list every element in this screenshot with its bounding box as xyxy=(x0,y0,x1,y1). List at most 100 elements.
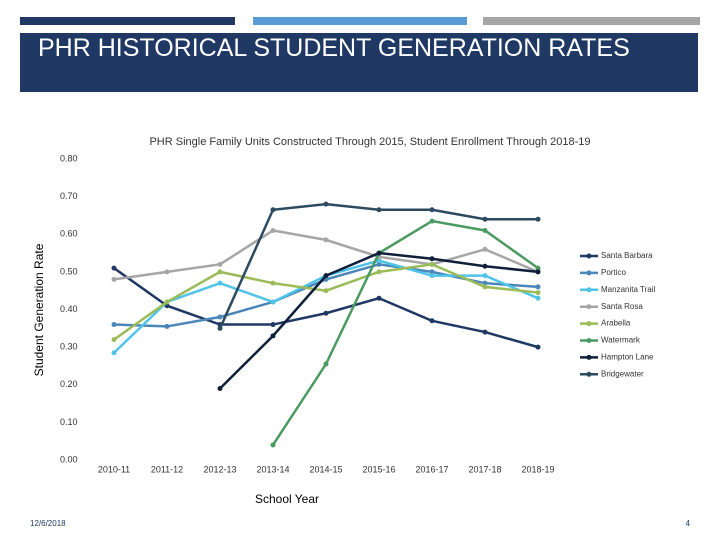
legend-marker xyxy=(586,338,592,343)
legend-label: Manzanita Trail xyxy=(601,285,655,294)
legend-label: Hampton Lane xyxy=(601,353,654,362)
point xyxy=(270,299,276,305)
point xyxy=(270,322,276,328)
point xyxy=(217,269,223,275)
date: 12/6/2018 xyxy=(30,519,66,528)
point xyxy=(535,216,541,222)
point xyxy=(376,258,382,264)
point xyxy=(217,314,223,320)
legend-marker xyxy=(586,354,592,360)
point xyxy=(429,261,435,267)
point xyxy=(217,280,223,286)
y-tick-label: 0.80 xyxy=(60,153,78,163)
point xyxy=(376,295,382,301)
legend-label: Bridgewater xyxy=(601,369,644,378)
point xyxy=(270,333,276,339)
legend-marker xyxy=(586,321,592,327)
point xyxy=(482,280,488,286)
point xyxy=(270,207,276,213)
legend-label: Santa Rosa xyxy=(601,302,643,311)
legend-label: Santa Barbara xyxy=(601,251,653,260)
x-axis-label: School Year xyxy=(255,492,319,506)
point xyxy=(429,207,435,213)
point xyxy=(323,361,329,367)
point xyxy=(323,310,329,316)
point xyxy=(429,269,435,275)
point xyxy=(535,344,541,350)
y-tick-label: 0.50 xyxy=(60,266,78,276)
x-tick-label: 2015-16 xyxy=(362,464,395,474)
legend-marker xyxy=(586,253,592,259)
legend-marker xyxy=(586,304,592,310)
x-tick-label: 2013-14 xyxy=(256,464,289,474)
point xyxy=(217,325,223,331)
point xyxy=(323,273,329,279)
point xyxy=(111,350,117,356)
point xyxy=(111,337,117,343)
point xyxy=(164,269,170,275)
point xyxy=(111,265,117,271)
point xyxy=(429,218,435,224)
legend-label: Arabella xyxy=(601,319,631,328)
point xyxy=(376,269,382,275)
x-tick-label: 2014-15 xyxy=(309,464,342,474)
x-tick-label: 2010-11 xyxy=(98,464,130,474)
deco-bar xyxy=(253,17,467,25)
point xyxy=(323,237,329,243)
point xyxy=(376,261,382,267)
point xyxy=(164,323,170,329)
series-line xyxy=(271,219,539,446)
point xyxy=(535,290,541,296)
point xyxy=(535,295,541,301)
point xyxy=(535,269,541,275)
point xyxy=(270,442,276,448)
point xyxy=(376,250,382,256)
point xyxy=(482,284,488,290)
deco-bar xyxy=(483,17,700,25)
legend-marker xyxy=(586,270,592,276)
page-number: 4 xyxy=(686,519,691,528)
point xyxy=(270,280,276,286)
point xyxy=(376,207,382,213)
point xyxy=(323,201,329,207)
point xyxy=(482,227,488,233)
legend-label: Watermark xyxy=(601,336,641,345)
point xyxy=(429,273,435,279)
x-tick-label: 2018-19 xyxy=(521,464,554,474)
y-tick-label: 0.40 xyxy=(60,304,78,314)
point xyxy=(111,322,117,328)
slide-title: PHR HISTORICAL STUDENT GENERATION RATES xyxy=(38,34,630,62)
point xyxy=(429,318,435,324)
legend-label: Portico xyxy=(601,268,626,277)
point xyxy=(535,265,541,271)
chart-title: PHR Single Family Units Constructed Thro… xyxy=(149,136,590,148)
point xyxy=(111,276,117,282)
y-axis-label: Student Generation Rate xyxy=(32,243,46,376)
y-tick-label: 0.30 xyxy=(60,342,78,352)
x-tick-label: 2016-17 xyxy=(415,464,448,474)
point xyxy=(323,288,329,294)
title-banner xyxy=(20,33,698,92)
x-tick-label: 2012-13 xyxy=(203,464,236,474)
point xyxy=(482,329,488,335)
deco-bar xyxy=(20,17,235,25)
x-tick-label: 2017-18 xyxy=(468,464,501,474)
point xyxy=(429,256,435,262)
point xyxy=(482,273,488,279)
point xyxy=(217,386,223,392)
y-tick-label: 0.70 xyxy=(60,191,78,201)
x-tick-label: 2011-12 xyxy=(151,464,183,474)
point xyxy=(535,284,541,290)
y-tick-label: 0.20 xyxy=(60,379,78,389)
point xyxy=(482,216,488,222)
point xyxy=(217,261,223,267)
point xyxy=(482,263,488,269)
legend-marker xyxy=(586,287,592,293)
y-tick-label: 0.10 xyxy=(60,417,78,427)
point xyxy=(270,227,276,233)
point xyxy=(164,299,170,305)
y-tick-label: 0.60 xyxy=(60,229,78,239)
y-tick-label: 0.00 xyxy=(60,454,78,464)
